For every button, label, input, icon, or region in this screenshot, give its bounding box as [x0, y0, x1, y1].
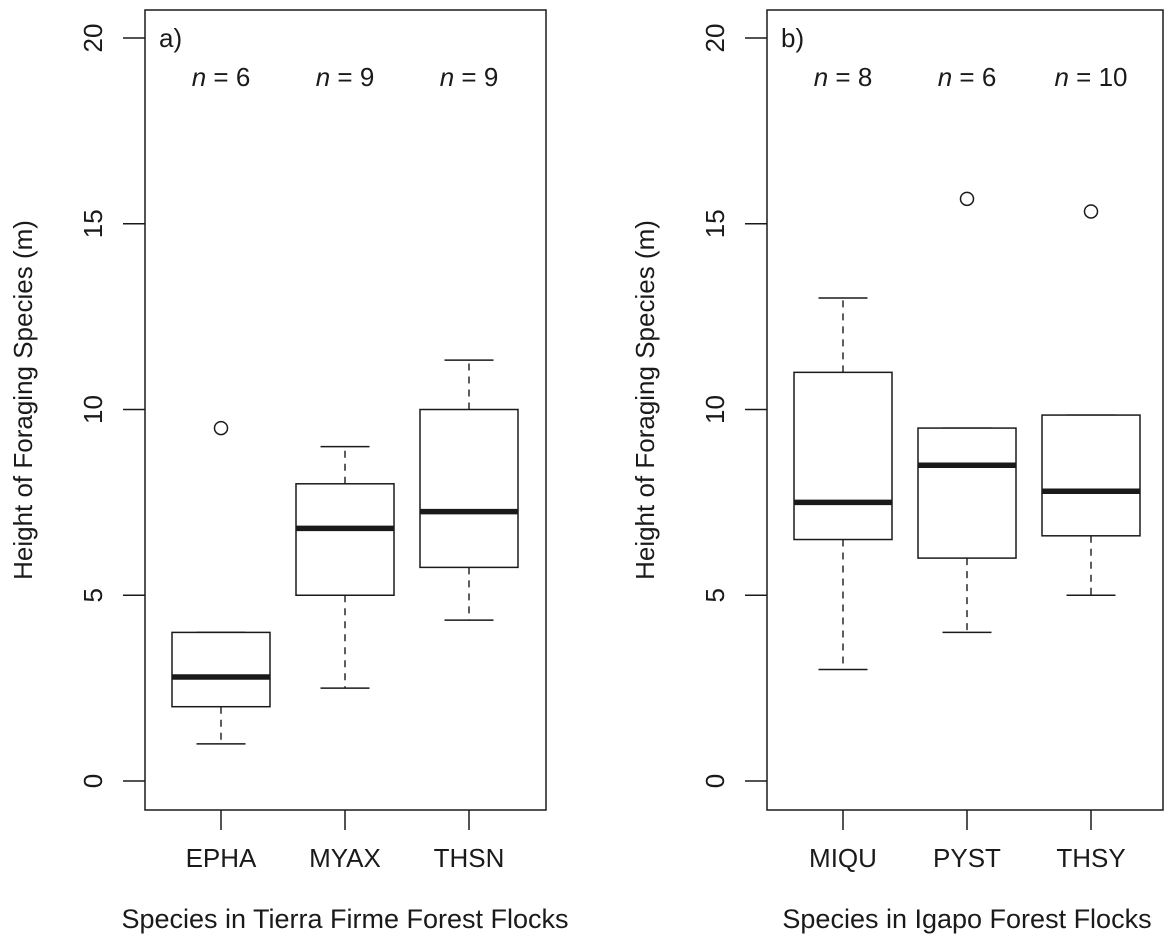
x-tick-label: MIQU — [809, 843, 877, 873]
box-pyst: n = 6 — [917, 62, 1017, 634]
iqr-box — [917, 427, 1017, 559]
y-axis-label: Height of Foraging Species (m) — [630, 220, 660, 580]
x-tick-label: THSY — [1056, 843, 1125, 873]
y-axis-label: Height of Foraging Species (m) — [8, 220, 38, 580]
x-tick-label: EPHA — [186, 843, 257, 873]
n-label: n = 8 — [814, 62, 873, 92]
n-symbol: n — [1054, 62, 1068, 92]
panel-label: b) — [781, 23, 804, 53]
x-axis-label: Species in Igapo Forest Flocks — [782, 904, 1151, 934]
n-value: = 6 — [952, 62, 996, 92]
box-thsy: n = 10 — [1041, 62, 1141, 596]
y-tick-label: 0 — [78, 774, 108, 788]
n-value: = 8 — [828, 62, 872, 92]
panel-a: 0 5 10 15 20 Height of Foraging Species (m) EP… — [8, 9, 569, 934]
n-value: = 9 — [454, 62, 498, 92]
x-tick-label: THSN — [434, 843, 505, 873]
y-axis: 0 5 10 15 20 — [78, 24, 145, 788]
y-tick-label: 20 — [700, 24, 730, 53]
x-axis-label: Species in Tierra Firme Forest Flocks — [121, 904, 568, 934]
box-myax: n = 9 — [295, 62, 395, 689]
n-symbol: n — [440, 62, 454, 92]
x-tick-label: MYAX — [309, 843, 381, 873]
box-miqu: n = 8 — [793, 62, 893, 671]
outlier-point — [1083, 204, 1099, 219]
y-tick-label: 5 — [700, 588, 730, 602]
x-tick-label: PYST — [933, 843, 1001, 873]
y-axis: 0 5 10 15 20 — [700, 24, 767, 788]
y-tick-label: 0 — [700, 774, 730, 788]
iqr-box — [1041, 414, 1141, 537]
n-value: = 9 — [330, 62, 374, 92]
n-label: n = 10 — [1054, 62, 1127, 92]
x-axis: MIQU PYST THSY — [809, 810, 1126, 873]
n-label: n = 9 — [316, 62, 375, 92]
n-value: = 10 — [1069, 62, 1128, 92]
n-label: n = 6 — [192, 62, 251, 92]
n-symbol: n — [192, 62, 206, 92]
x-axis: EPHA MYAX THSN — [186, 810, 505, 873]
panel-label: a) — [159, 23, 182, 53]
y-tick-label: 5 — [78, 588, 108, 602]
n-label: n = 6 — [938, 62, 997, 92]
y-tick-label: 10 — [78, 395, 108, 424]
iqr-box — [171, 631, 271, 708]
iqr-box — [793, 371, 893, 541]
outlier-point — [959, 191, 975, 207]
n-symbol: n — [938, 62, 952, 92]
y-tick-label: 10 — [700, 395, 730, 424]
panel-b: 0 5 10 15 20 Height of Foraging Species (m) MI… — [630, 9, 1164, 934]
y-tick-label: 15 — [700, 209, 730, 238]
iqr-box — [419, 408, 519, 569]
outlier-point — [213, 420, 229, 436]
y-tick-label: 15 — [78, 209, 108, 238]
box-epha: n = 6 — [171, 62, 271, 745]
box-thsn: n = 9 — [419, 62, 519, 621]
iqr-box — [295, 483, 395, 596]
n-value: = 6 — [206, 62, 250, 92]
y-tick-label: 20 — [78, 24, 108, 53]
n-label: n = 9 — [440, 62, 499, 92]
n-symbol: n — [814, 62, 828, 92]
n-symbol: n — [316, 62, 330, 92]
